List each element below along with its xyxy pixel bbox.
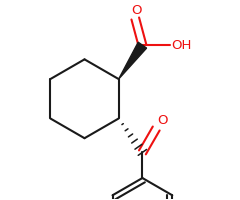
Polygon shape (119, 42, 147, 79)
Text: O: O (131, 4, 142, 17)
Text: OH: OH (171, 39, 191, 52)
Text: O: O (157, 114, 168, 127)
